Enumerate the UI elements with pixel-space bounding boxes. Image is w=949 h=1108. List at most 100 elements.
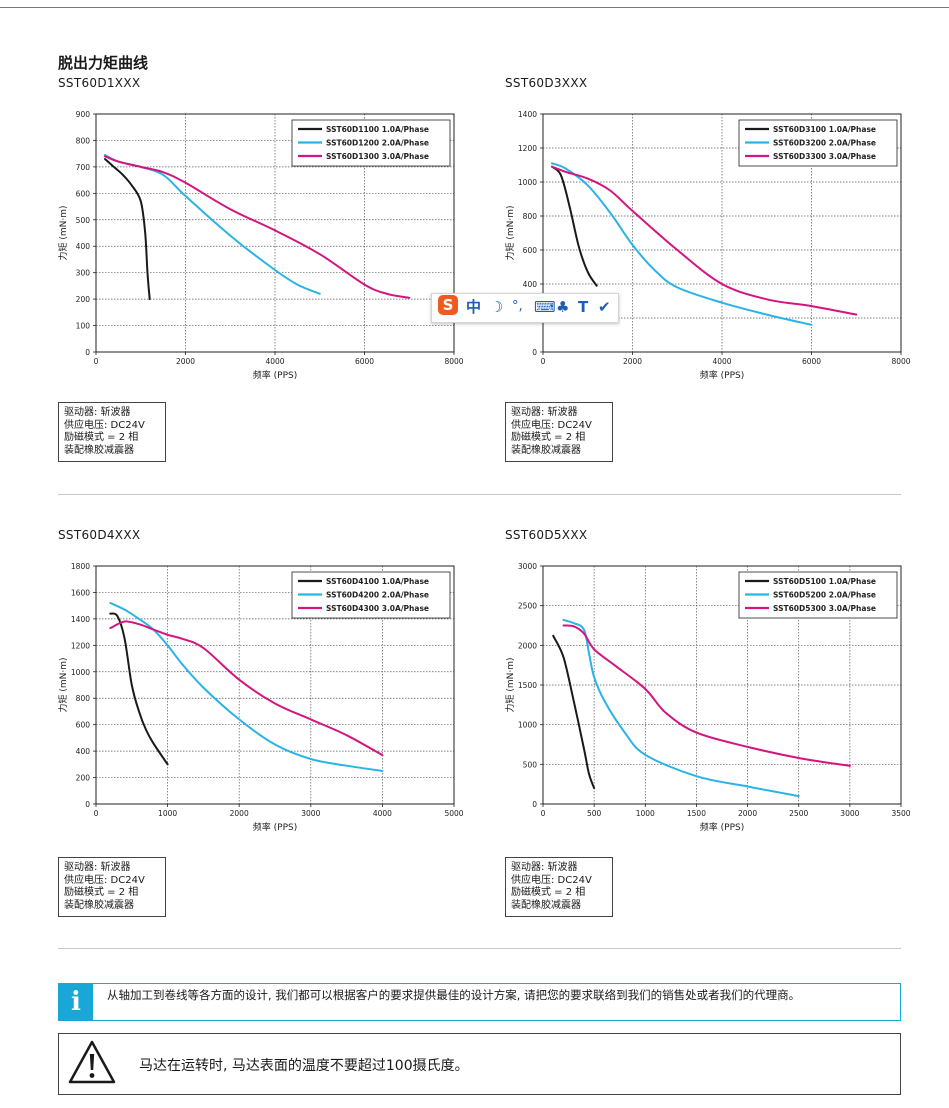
info-text: 从轴加工到卷线等各方面的设计, 我们都可以根据客户的要求提供最佳的设计方案, 请… bbox=[107, 988, 801, 1002]
series-line-1 bbox=[109, 612, 169, 766]
tool-icon[interactable]: ✔ bbox=[598, 298, 611, 316]
chart-label-d5: SST60D5XXX bbox=[505, 528, 588, 542]
series-line-3 bbox=[104, 155, 411, 299]
y-tick-label: 1200 bbox=[71, 641, 90, 650]
info-box: i 从轴加工到卷线等各方面的设计, 我们都可以根据客户的要求提供最佳的设计方案,… bbox=[58, 983, 901, 1021]
series-line-3 bbox=[551, 165, 858, 316]
skin-icon[interactable]: T bbox=[578, 298, 589, 316]
legend-entry: SST60D4300 3.0A/Phase bbox=[326, 604, 429, 613]
user-icon[interactable]: ♣ bbox=[556, 298, 570, 316]
keyboard-icon[interactable]: ⌨ bbox=[534, 298, 556, 316]
x-tick-label: 2000 bbox=[176, 357, 195, 366]
y-tick-label: 200 bbox=[76, 774, 91, 783]
note-voltage: 供应电压: DC24V bbox=[511, 419, 592, 431]
ime-toolbar[interactable]: S 中 ☽ °, ⌨ ♣ T ✔ bbox=[431, 293, 619, 323]
moon-icon[interactable]: ☽ bbox=[490, 298, 504, 316]
legend-entry: SST60D1300 3.0A/Phase bbox=[326, 152, 429, 161]
series-line-3 bbox=[109, 620, 384, 757]
y-tick-label: 600 bbox=[76, 721, 91, 730]
note-damper: 装配橡胶减震器 bbox=[64, 444, 134, 456]
x-tick-label: 2000 bbox=[623, 357, 642, 366]
x-axis-label: 频率 (PPS) bbox=[253, 821, 297, 833]
x-tick-label: 2500 bbox=[789, 809, 808, 818]
y-tick-label: 1000 bbox=[71, 668, 90, 677]
ime-mode-toggle[interactable]: 中 bbox=[466, 298, 482, 316]
chart-svg: 0 500 1000 1500 2000 2500 3000 0 500 1000 1500 2000… bbox=[504, 562, 911, 833]
chart-label-d3: SST60D3XXX bbox=[505, 76, 588, 90]
warning-text: 马达在运转时, 马达表面的温度不要超过100摄氏度。 bbox=[139, 1058, 469, 1074]
series-line-2 bbox=[562, 618, 800, 798]
section-divider bbox=[58, 494, 901, 495]
note-driver: 驱动器: 斩波器 bbox=[64, 407, 131, 418]
series-line-2 bbox=[109, 602, 384, 772]
legend-entry: SST60D1200 2.0A/Phase bbox=[326, 139, 429, 148]
punctuation-icon[interactable]: °, bbox=[512, 299, 523, 314]
y-tick-label: 900 bbox=[76, 110, 91, 119]
x-tick-label: 5000 bbox=[444, 809, 463, 818]
chart-d3: 0200400600800100012001400020004000600080… bbox=[504, 106, 911, 390]
x-tick-label: 0 bbox=[541, 809, 546, 818]
y-tick-label: 1400 bbox=[518, 110, 537, 119]
chart-d4: 0 200 400 600 800 1000 1200 1400 1600 1800 0 1000 20… bbox=[57, 558, 464, 842]
x-axis-label: 频率 (PPS) bbox=[253, 369, 297, 381]
chart-label-d4: SST60D4XXX bbox=[58, 528, 141, 542]
y-axis-label: 力矩 (mN·m) bbox=[57, 657, 69, 712]
y-tick-label: 1500 bbox=[518, 681, 537, 690]
x-axis-label: 频率 (PPS) bbox=[700, 821, 744, 833]
note-voltage: 供应电压: DC24V bbox=[511, 874, 592, 886]
y-tick-label: 1400 bbox=[71, 615, 90, 624]
y-tick-label: 600 bbox=[523, 246, 538, 255]
plot-frame bbox=[95, 113, 455, 353]
x-tick-label: 2000 bbox=[738, 809, 757, 818]
x-tick-label: 1000 bbox=[636, 809, 655, 818]
y-tick-label: 1200 bbox=[518, 144, 537, 153]
y-tick-label: 800 bbox=[76, 136, 91, 145]
series-line-2 bbox=[104, 154, 321, 295]
series-line-1 bbox=[104, 158, 151, 301]
x-tick-label: 4000 bbox=[373, 809, 392, 818]
y-tick-label: 400 bbox=[76, 747, 91, 756]
y-tick-label: 0 bbox=[85, 348, 90, 357]
y-tick-label: 400 bbox=[523, 280, 538, 289]
y-tick-label: 300 bbox=[76, 269, 91, 278]
y-tick-label: 2000 bbox=[518, 641, 537, 650]
plot-frame bbox=[95, 565, 455, 805]
x-tick-label: 8000 bbox=[891, 357, 910, 366]
top-rule bbox=[0, 7, 949, 8]
driver-note-d4: 驱动器: 斩波器 供应电压: DC24V 励磁模式 = 2 相 装配橡胶减震器 bbox=[58, 857, 166, 917]
series-line-1 bbox=[552, 634, 596, 790]
y-tick-label: 2500 bbox=[518, 602, 537, 611]
x-tick-label: 4000 bbox=[712, 357, 731, 366]
y-axis-label: 力矩 (mN·m) bbox=[57, 205, 69, 260]
x-tick-label: 500 bbox=[587, 809, 602, 818]
driver-note-d5: 驱动器: 斩波器 供应电压: DC24V 励磁模式 = 2 相 装配橡胶减震器 bbox=[505, 857, 613, 917]
note-driver: 驱动器: 斩波器 bbox=[64, 862, 131, 873]
section-divider bbox=[58, 948, 901, 949]
x-tick-label: 6000 bbox=[802, 357, 821, 366]
y-tick-label: 3000 bbox=[518, 562, 537, 571]
x-tick-label: 1500 bbox=[687, 809, 706, 818]
legend-entry: SST60D5300 3.0A/Phase bbox=[773, 604, 876, 613]
chart-d5: 0 500 1000 1500 2000 2500 3000 0 500 1000 1500 2000… bbox=[504, 558, 911, 842]
driver-note-d3: 驱动器: 斩波器 供应电压: DC24V 励磁模式 = 2 相 装配橡胶减震器 bbox=[505, 402, 613, 462]
x-tick-label: 3000 bbox=[301, 809, 320, 818]
y-tick-label: 0 bbox=[532, 800, 537, 809]
warning-box: 马达在运转时, 马达表面的温度不要超过100摄氏度。 bbox=[58, 1033, 901, 1095]
note-excitation: 励磁模式 = 2 相 bbox=[511, 432, 586, 443]
x-tick-label: 8000 bbox=[444, 357, 463, 366]
y-tick-label: 1800 bbox=[71, 562, 90, 571]
x-tick-label: 2000 bbox=[230, 809, 249, 818]
chart-svg: 0 200 400 600 800 1000 1200 1400 1600 1800 0 1000 20… bbox=[57, 562, 464, 833]
page-title: 脱出力矩曲线 bbox=[58, 54, 149, 72]
legend-entry: SST60D5100 1.0A/Phase bbox=[773, 577, 876, 586]
y-axis-label: 力矩 (mN·m) bbox=[504, 205, 516, 260]
x-tick-label: 4000 bbox=[265, 357, 284, 366]
x-tick-label: 0 bbox=[94, 357, 99, 366]
note-driver: 驱动器: 斩波器 bbox=[511, 862, 578, 873]
ime-logo-icon[interactable]: S bbox=[438, 295, 458, 315]
note-excitation: 励磁模式 = 2 相 bbox=[64, 887, 139, 898]
plot-frame bbox=[542, 565, 902, 805]
y-tick-label: 1600 bbox=[71, 588, 90, 597]
note-excitation: 励磁模式 = 2 相 bbox=[64, 432, 139, 443]
y-tick-label: 800 bbox=[76, 694, 91, 703]
